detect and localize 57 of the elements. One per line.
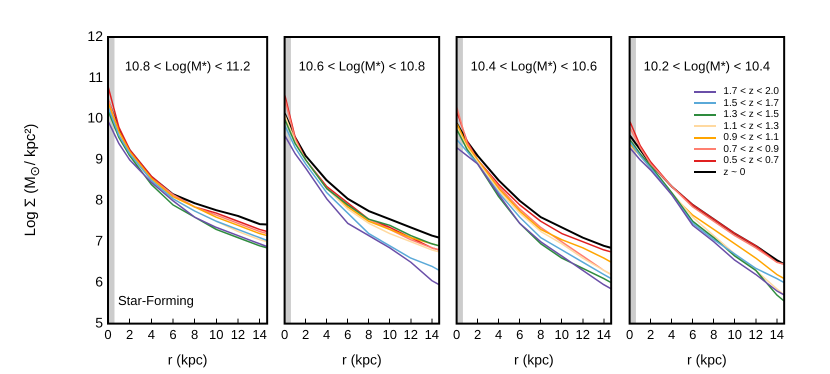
y-tick-label: 12 [87,28,104,44]
x-tick-label: 2 [474,326,482,342]
x-tick-label: 2 [126,326,134,342]
x-tick-label: 10 [554,326,569,342]
x-tick-label: 14 [252,326,267,342]
legend-label: 1.5 < z < 1.7 [723,98,779,109]
x-tick-label: 14 [424,326,440,342]
annotation: 10.8 < Log(M*) < 11.2 [124,58,250,74]
x-axis-title: r (kpc) [168,351,208,368]
legend-label: 0.7 < z < 0.9 [723,144,779,155]
annotation: 10.6 < Log(M*) < 10.8 [298,58,426,74]
x-tick-label: 4 [495,326,502,342]
x-tick-label: 8 [191,326,198,342]
x-tick-label: 6 [169,326,177,342]
y-tick-label: 7 [95,232,104,249]
x-tick-label: 0 [104,326,112,342]
x-axis-title: r (kpc) [687,351,727,368]
legend-label: 0.9 < z < 1.1 [723,132,779,144]
x-tick-label: 10 [382,326,397,342]
x-tick-label: 6 [344,326,352,342]
x-axis-title: r (kpc) [342,351,382,368]
legend-label: z ~ 0 [723,166,746,178]
x-tick-label: 8 [710,326,718,342]
y-tick-label: 11 [88,68,104,85]
legend-label: 0.5 < z < 0.7 [723,155,779,166]
y-tick-label: 10 [87,110,104,126]
x-tick-label: 10 [209,326,224,342]
annotation: Star-Forming [118,293,194,308]
y-tick-label: 5 [95,314,104,330]
legend-label: 1.3 < z < 1.5 [723,109,779,120]
legend-label: 1.1 < z < 1.3 [723,120,779,132]
x-tick-label: 2 [302,326,310,342]
x-tick-label: 12 [230,326,246,342]
x-tick-label: 0 [281,326,288,342]
y-tick-label: 6 [95,274,104,290]
x-tick-label: 0 [626,326,634,342]
x-tick-label: 4 [668,326,676,342]
y-tick-label: 9 [95,150,104,167]
y-tick-label: 8 [95,192,104,208]
x-tick-label: 12 [404,326,418,342]
annotation: 10.4 < Log(M*) < 10.6 [470,58,598,74]
x-tick-label: 14 [596,326,612,342]
x-axis-title: r (kpc) [514,351,554,368]
x-tick-label: 12 [748,326,764,342]
x-tick-label: 4 [148,326,155,342]
x-tick-label: 4 [323,326,330,342]
x-tick-label: 12 [576,326,590,342]
x-tick-label: 0 [453,326,460,342]
x-tick-label: 2 [647,326,654,342]
x-tick-label: 8 [365,326,372,342]
annotation: 10.2 < Log(M*) < 10.4 [644,58,770,74]
x-tick-label: 10 [728,326,742,342]
x-tick-label: 6 [689,326,696,342]
x-tick-label: 14 [770,326,784,342]
x-tick-label: 8 [537,326,544,342]
legend-label: 1.7 < z < 2.0 [723,86,779,98]
x-tick-label: 6 [516,326,524,342]
